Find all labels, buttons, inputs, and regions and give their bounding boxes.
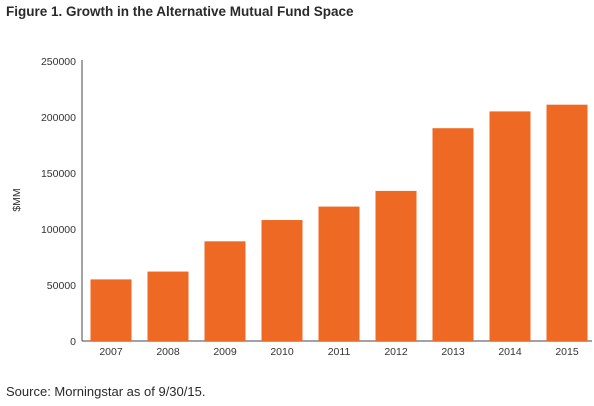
y-tick-label: 200000 [41,112,76,124]
bar-2015 [546,104,588,342]
y-tick-label: 0 [70,336,76,348]
x-tick-label: 2010 [270,346,294,358]
x-tick-label: 2015 [555,346,579,358]
bar-2007 [90,279,132,341]
bar-2011 [318,206,360,341]
chart-title: Figure 1. Growth in the Alternative Mutu… [6,4,354,19]
y-tick-label: 100000 [41,224,76,236]
bar-2009 [204,241,246,341]
bar-2008 [147,271,189,341]
y-tick-label: 250000 [41,56,76,68]
x-tick-label: 2009 [213,346,237,358]
x-tick-label: 2011 [328,346,351,358]
bar-2012 [375,190,417,341]
y-tick-label: 50000 [47,280,76,292]
y-tick-labels: 0 50000 100000 150000 200000 250000 [41,56,76,348]
bar-2013 [432,128,474,341]
y-axis-label: $MM [11,188,23,211]
bars [90,104,588,342]
y-axis-label-group: $MM [11,188,23,211]
x-tick-label: 2014 [498,346,522,358]
bar-2010 [261,220,303,341]
y-tick-label: 150000 [41,168,76,180]
x-tick-label: 2012 [384,346,408,358]
x-tick-label: 2007 [99,346,123,358]
x-tick-labels: 2007 2008 2009 2010 2011 2012 2013 2014 2015 [99,346,579,358]
x-tick-label: 2013 [441,346,465,358]
source-note: Source: Morningstar as of 9/30/15. [6,384,206,399]
bar-2014 [489,111,531,342]
x-tick-label: 2008 [156,346,180,358]
